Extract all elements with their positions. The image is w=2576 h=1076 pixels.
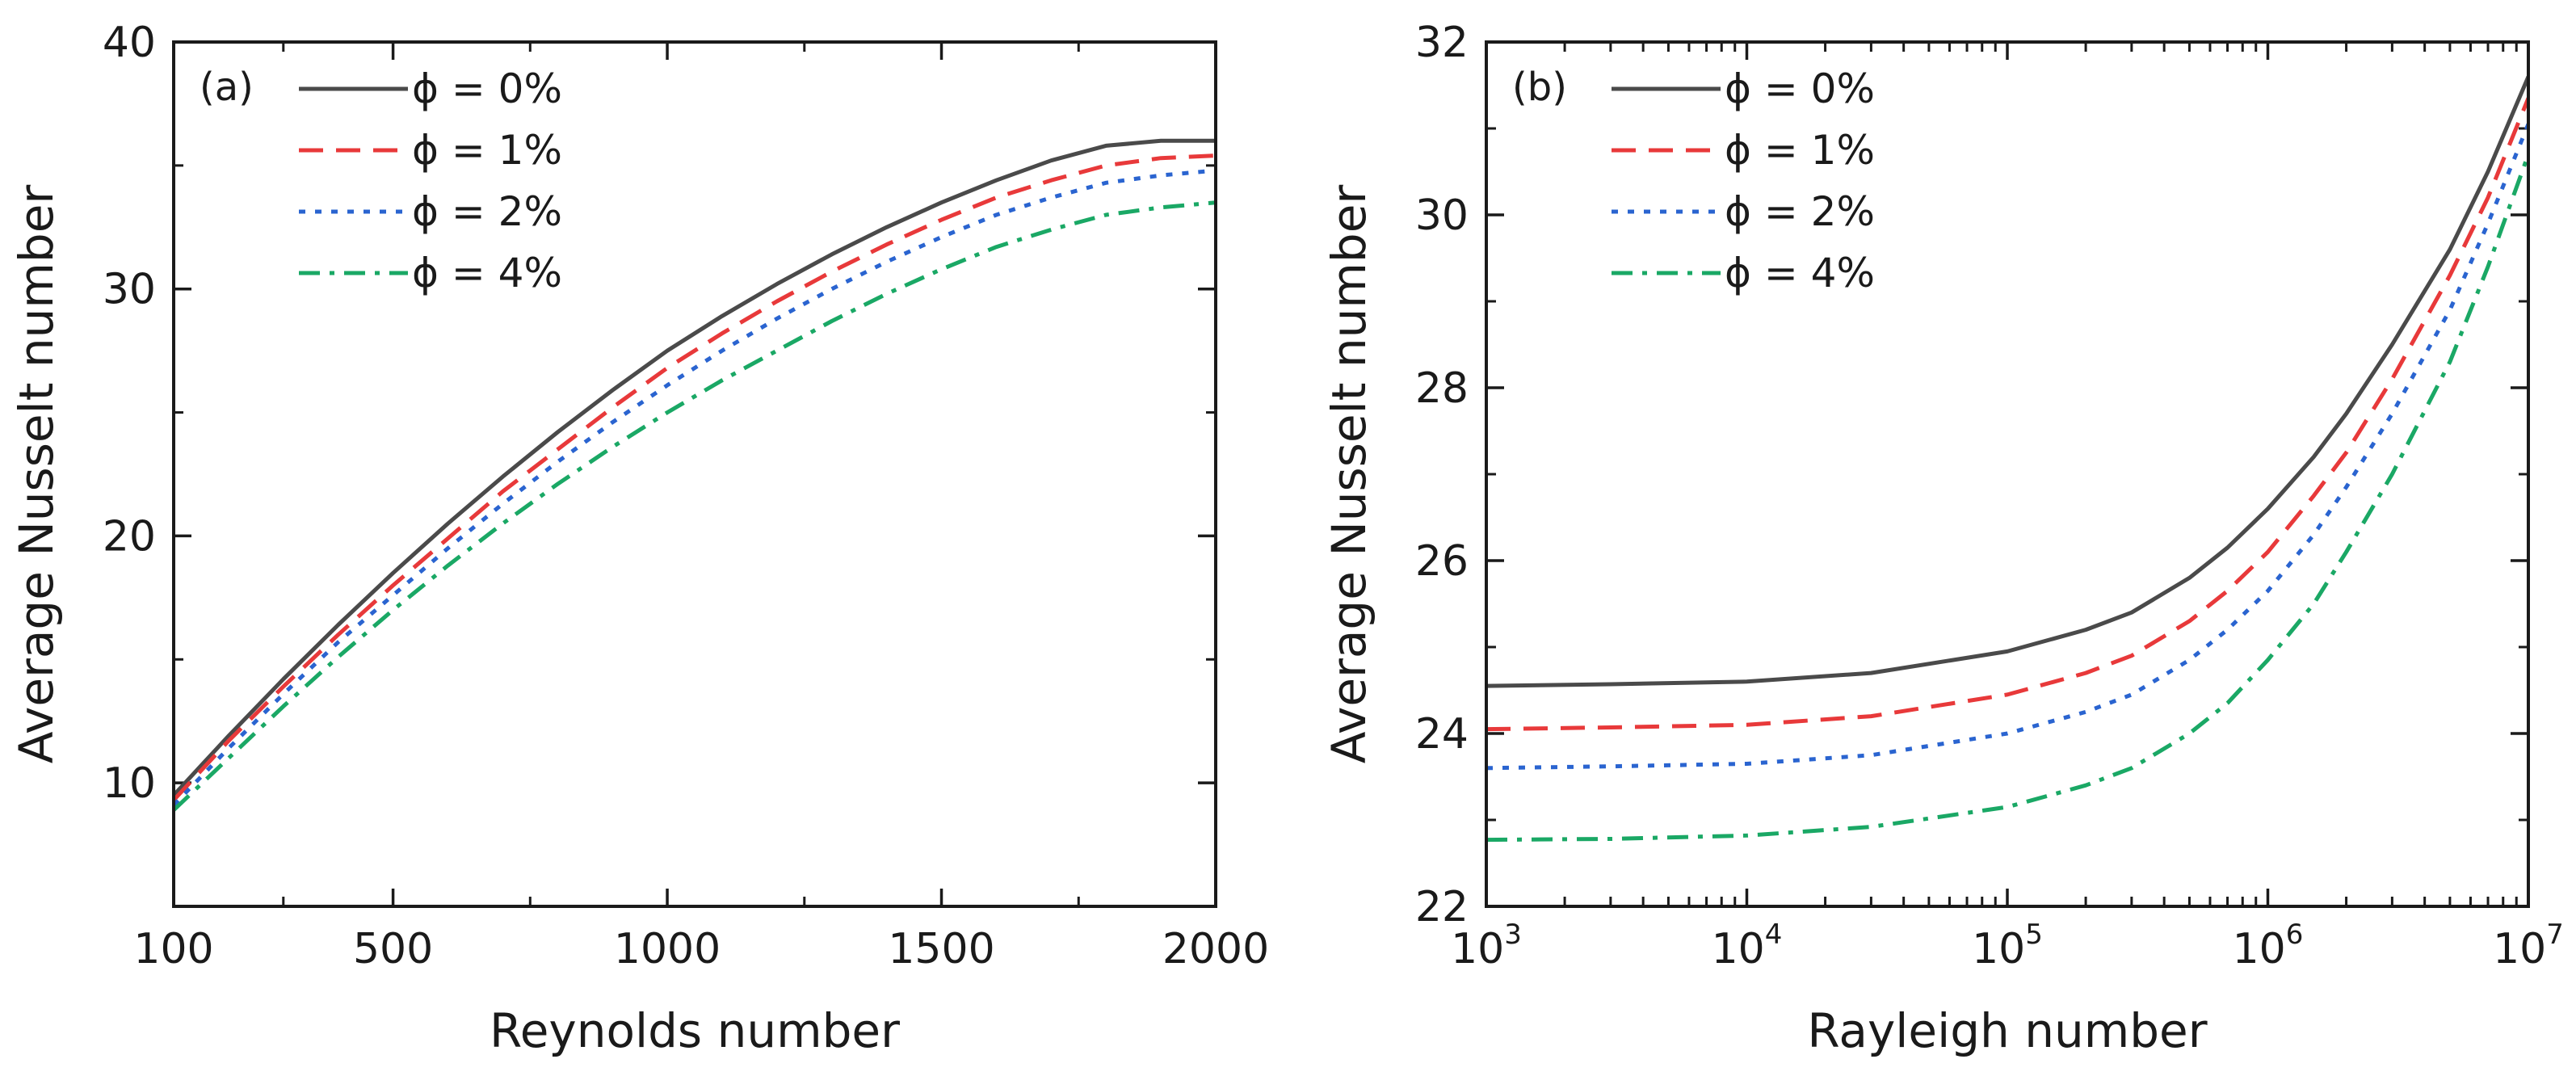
x-tick-label: 107 [2493, 918, 2564, 973]
panel-b-legend: ϕ = 0% ϕ = 1% ϕ = 2% ϕ = 4% [1612, 65, 1875, 296]
panel-b-series [1486, 75, 2528, 843]
panel-b-frame [1485, 40, 2530, 908]
legend-label-3: ϕ = 4% [1725, 250, 1875, 296]
panel-a-legend: ϕ = 0% ϕ = 1% ϕ = 2% ϕ = 4% [299, 65, 562, 296]
legend-label-0: ϕ = 0% [1725, 65, 1875, 112]
x-tick-label: 2000 [1162, 925, 1269, 973]
x-tick-label: 103 [1451, 918, 1522, 973]
legend-label-1: ϕ = 1% [1725, 127, 1875, 174]
panel-b: 103 104 105 106 107 22 24 26 28 30 32 (b) Rayleigh… [1322, 19, 2564, 1058]
panel-a-frame [172, 40, 1217, 908]
legend-label-2: ϕ = 2% [412, 188, 562, 235]
series-line-0 [174, 138, 1216, 797]
y-tick-label: 24 [1415, 710, 1469, 759]
legend-label-3: ϕ = 4% [412, 250, 562, 296]
y-tick-label: 20 [103, 512, 156, 561]
series-line-2 [174, 168, 1216, 807]
series-line-1 [174, 153, 1216, 802]
panel-a-tick-labels: 100 500 1000 1500 2000 10 20 30 40 [103, 19, 1269, 973]
y-tick-label: 40 [103, 19, 156, 67]
y-tick-label: 10 [103, 759, 156, 808]
panel-a: 100 500 1000 1500 2000 10 20 30 40 (a) Reynolds … [9, 19, 1269, 1058]
x-tick-label: 100 [133, 925, 213, 973]
y-tick-label: 32 [1415, 19, 1469, 67]
panel-b-tick-labels: 103 104 105 106 107 22 24 26 28 30 32 [1415, 19, 2564, 973]
x-tick-label: 500 [353, 925, 433, 973]
series-line-2 [1486, 123, 2528, 771]
panel-a-y-axis-label: Average Nusselt number [9, 185, 64, 764]
y-tick-label: 22 [1415, 883, 1469, 931]
y-tick-label: 28 [1415, 364, 1469, 413]
y-tick-label: 30 [1415, 191, 1469, 240]
legend-label-1: ϕ = 1% [412, 127, 562, 174]
x-tick-label: 104 [1712, 918, 1783, 973]
x-tick-label: 1500 [888, 925, 994, 973]
panel-b-x-axis-label: Rayleigh number [1807, 1003, 2207, 1058]
y-tick-label: 30 [103, 266, 156, 314]
panel-b-label: (b) [1512, 65, 1567, 110]
series-line-1 [1486, 97, 2528, 732]
panel-a-label: (a) [200, 65, 254, 110]
x-tick-label: 1000 [614, 925, 721, 973]
legend-label-0: ϕ = 0% [412, 65, 562, 112]
y-tick-label: 26 [1415, 537, 1469, 586]
series-line-0 [1486, 75, 2528, 688]
series-line-3 [174, 200, 1216, 812]
panel-b-y-axis-label: Average Nusselt number [1322, 185, 1376, 764]
x-tick-label: 105 [1972, 918, 2043, 973]
panel-a-x-axis-label: Reynolds number [490, 1003, 900, 1058]
legend-label-2: ϕ = 2% [1725, 188, 1875, 235]
series-line-3 [1486, 153, 2528, 843]
panel-a-series [174, 138, 1216, 812]
x-tick-label: 106 [2233, 918, 2304, 973]
